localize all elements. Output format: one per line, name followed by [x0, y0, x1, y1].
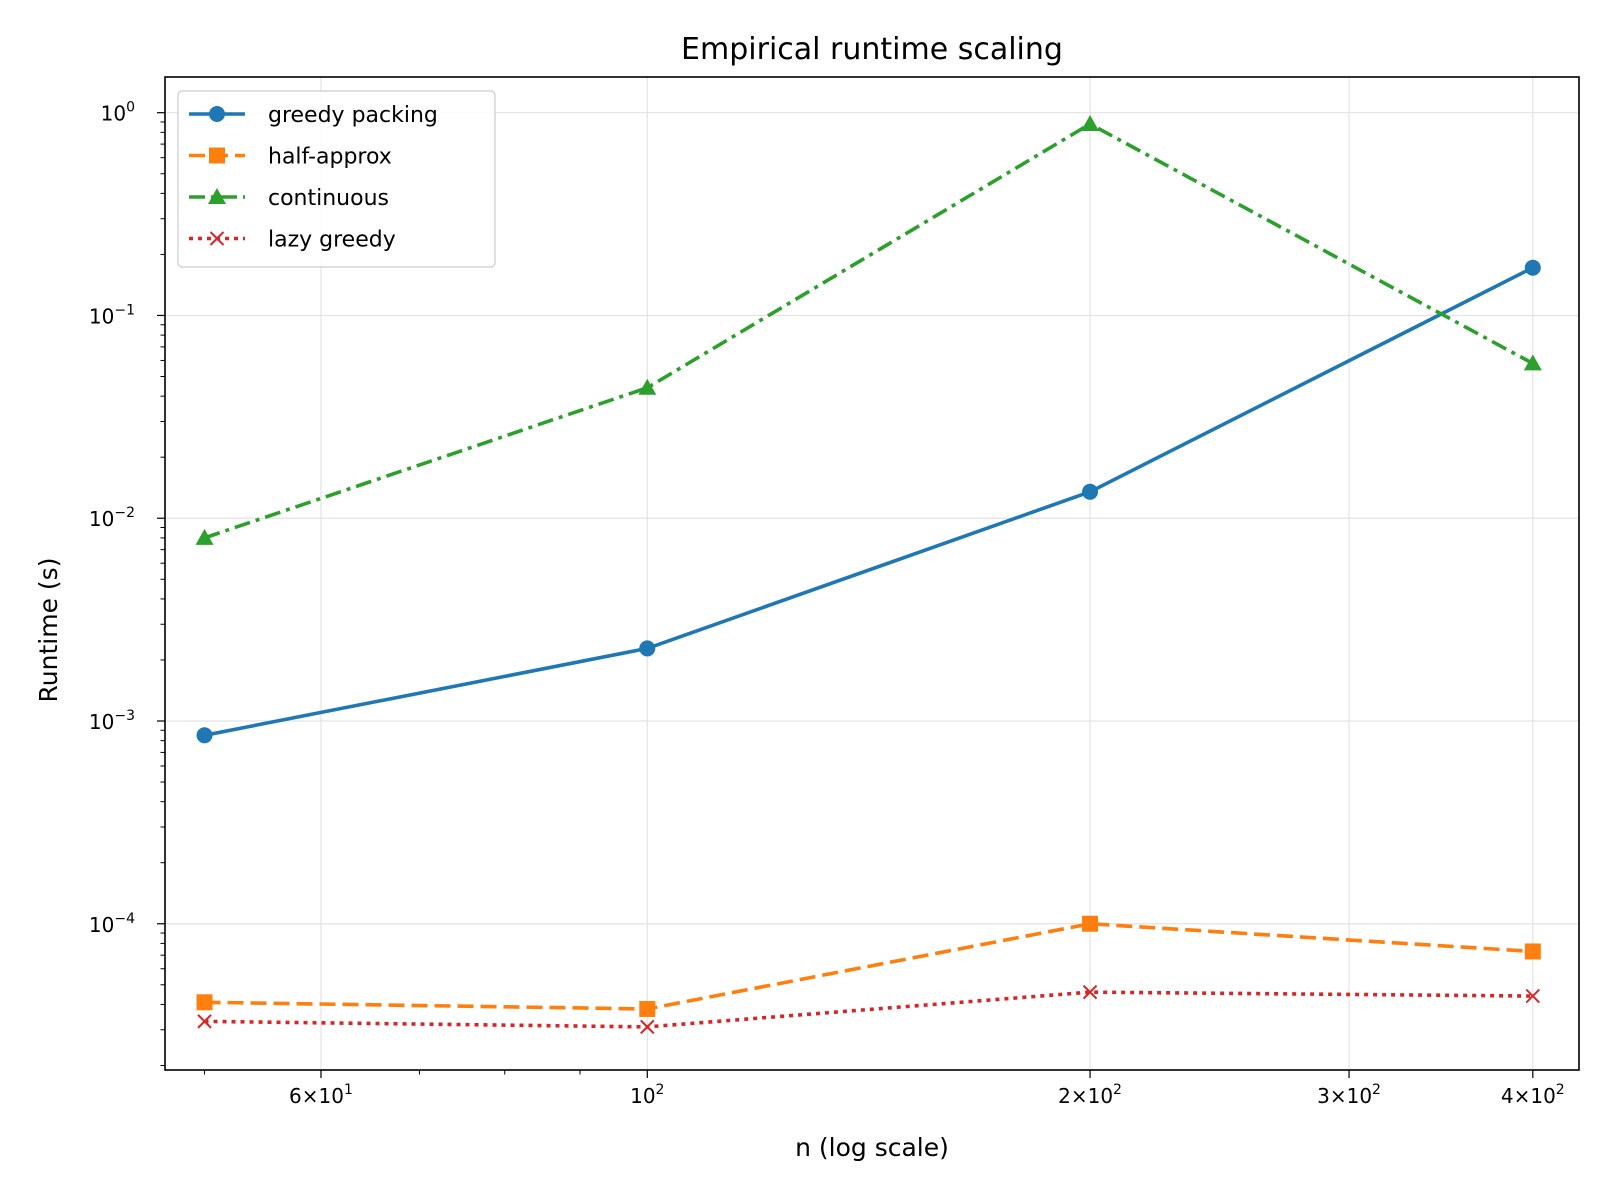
y-axis-label: Runtime (s): [34, 558, 63, 703]
x-axis-ticks: 6×101 102 2×102 3×102 4×102: [289, 1070, 1565, 1108]
data-point-lazy-greedy-stroke-b: [1525, 988, 1541, 1004]
series-continuous: [195, 114, 1542, 545]
data-point-half-approx: [1524, 943, 1541, 960]
x-tick-label: 3×102: [1317, 1082, 1381, 1108]
x-tick-label: 6×101: [289, 1082, 353, 1108]
legend-label: half-approx: [268, 145, 392, 170]
legend-swatch-marker-stroke-b: [209, 231, 225, 246]
data-point-lazy-greedy: [197, 1014, 212, 1029]
data-point-greedy-packing: [1524, 259, 1541, 276]
y-tick-label: 10−2: [89, 505, 135, 531]
y-tick-label: 10−4: [89, 911, 135, 937]
x-tick-label: 2×102: [1058, 1082, 1122, 1108]
series-line-lazy-greedy: [204, 990, 1533, 1029]
y-tick-label: 10−1: [89, 302, 135, 328]
legend-swatch-marker: [208, 188, 226, 204]
y-axis-ticks: 100 10−1 10−2 10−3 10−4: [89, 100, 165, 937]
data-point-half-approx: [639, 1000, 656, 1017]
series-greedy-packing: [196, 259, 1541, 744]
legend: greedy packing half-approx continuous lazy …: [177, 90, 496, 268]
chart-title: Empirical runtime scaling: [681, 32, 1063, 67]
legend-item-lazy-greedy: lazy greedy: [189, 228, 396, 253]
data-point-continuous: [1523, 354, 1542, 371]
series-lazy-greedy: [197, 984, 1541, 1035]
series-layer: [195, 114, 1542, 1035]
x-tick-label: 102: [630, 1082, 664, 1108]
plot-area-frame: [164, 76, 1580, 1071]
data-point-lazy-greedy: [1082, 984, 1098, 1000]
legend-label: greedy packing: [268, 103, 438, 128]
x-axis-label: n (log scale): [795, 1133, 949, 1162]
y-tick-label: 10−3: [89, 708, 135, 734]
data-point-lazy-greedy: [1525, 988, 1541, 1004]
data-point-greedy-packing: [1082, 483, 1099, 500]
series-half-approx: [196, 915, 1541, 1017]
series-line-half-approx: [204, 921, 1533, 1011]
x-tick-label: 4×102: [1501, 1082, 1565, 1108]
data-point-lazy-greedy-stroke-b: [640, 1019, 655, 1035]
data-point-greedy-packing: [196, 727, 213, 744]
legend-label: lazy greedy: [268, 228, 396, 253]
legend-item-greedy-packing: greedy packing: [189, 103, 438, 128]
series-line-continuous: [203, 121, 1534, 540]
legend-label: continuous: [268, 186, 389, 211]
legend-swatch-marker: [209, 231, 225, 246]
data-point-half-approx: [196, 994, 213, 1011]
data-point-greedy-packing: [639, 640, 656, 657]
legend-box: [177, 90, 496, 268]
data-point-lazy-greedy-stroke-b: [1082, 984, 1098, 1000]
legend-item-continuous: continuous: [189, 186, 389, 211]
data-point-continuous: [1081, 114, 1100, 131]
y-tick-label: 100: [101, 100, 135, 126]
data-point-lazy-greedy: [640, 1019, 655, 1035]
data-point-half-approx: [1082, 915, 1099, 932]
data-point-continuous: [638, 378, 657, 395]
data-point-lazy-greedy-stroke-b: [197, 1014, 212, 1029]
series-line-greedy-packing: [204, 266, 1534, 738]
legend-item-half-approx: half-approx: [189, 145, 392, 170]
data-point-continuous: [195, 528, 214, 545]
legend-swatch-marker: [209, 147, 225, 164]
legend-swatch-marker: [209, 106, 225, 122]
